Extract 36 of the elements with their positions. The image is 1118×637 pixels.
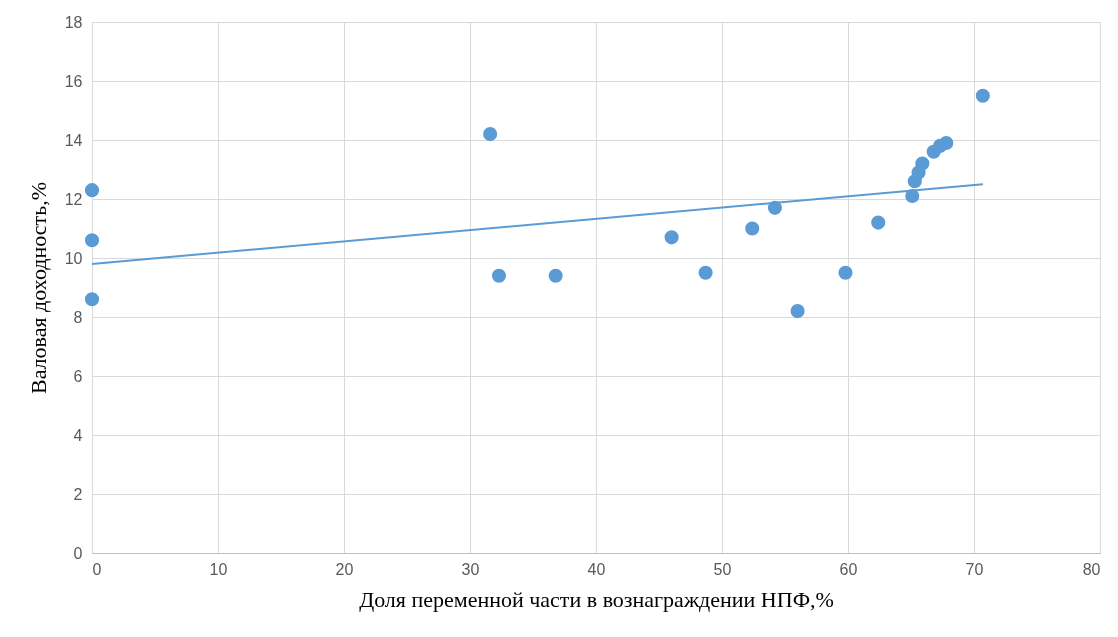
- x-tick-label: 20: [335, 560, 354, 578]
- point: [745, 221, 760, 236]
- point: [790, 304, 805, 319]
- x-tick-label: 10: [209, 560, 228, 578]
- y-tick-label: 2: [73, 485, 83, 503]
- y-tick-label: 0: [73, 544, 83, 562]
- y-tick-label: 8: [73, 308, 83, 326]
- point: [84, 292, 100, 307]
- point: [491, 268, 507, 283]
- x-axis-title: Доля переменной части в вознаграждении НПФ,%: [359, 586, 834, 612]
- point: [698, 265, 713, 280]
- x-tick-label: 40: [587, 560, 606, 578]
- point: [838, 265, 853, 280]
- point: [84, 183, 100, 198]
- y-tick-label: 16: [64, 72, 83, 90]
- y-axis-title: Валовая доходность,%: [25, 181, 51, 395]
- x-tick-label: 70: [965, 560, 984, 578]
- point: [975, 88, 990, 103]
- point: [483, 127, 498, 142]
- x-tick-label: 80: [1082, 560, 1101, 578]
- point: [548, 268, 563, 283]
- point: [915, 156, 930, 171]
- y-tick-label: 12: [64, 190, 83, 208]
- y-tick-label: 10: [64, 249, 83, 267]
- y-tick-label: 4: [73, 426, 83, 444]
- x-tick-label: 60: [839, 560, 858, 578]
- x-tick-label: 50: [713, 560, 732, 578]
- x-tick-label: 0: [92, 560, 102, 578]
- point: [871, 215, 886, 230]
- x-tick-label: 30: [461, 560, 480, 578]
- y-tick-label: 18: [64, 13, 83, 31]
- point: [939, 135, 954, 151]
- point: [664, 230, 679, 245]
- y-tick-label: 6: [73, 367, 83, 385]
- point: [84, 233, 100, 248]
- y-tick-label: 14: [64, 131, 83, 149]
